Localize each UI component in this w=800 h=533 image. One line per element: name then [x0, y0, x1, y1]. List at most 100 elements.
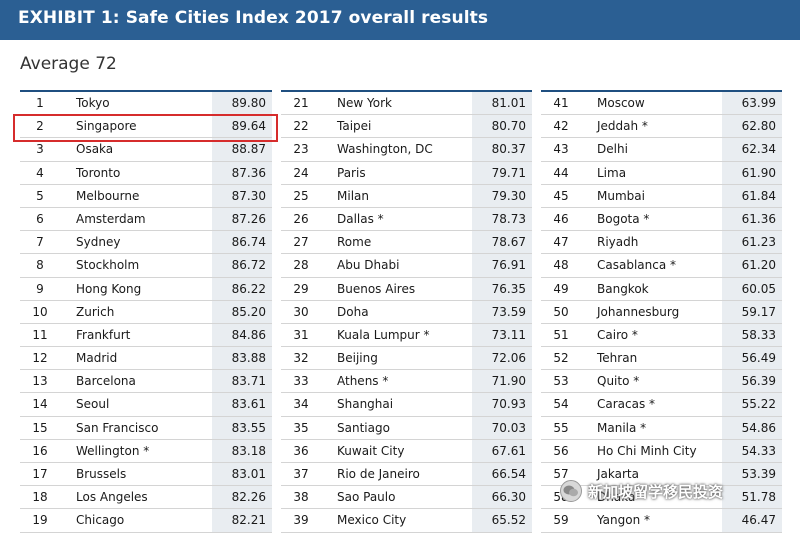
table-row: 53 Quito * 56.39 — [541, 370, 782, 394]
city-cell: Tehran — [597, 351, 638, 366]
table-row: 23 Washington, DC 80.37 — [281, 138, 532, 162]
city-cell: Washington, DC — [337, 142, 433, 157]
table-row: 12 Madrid 83.88 — [20, 347, 272, 371]
table-row: 17 Brussels 83.01 — [20, 463, 272, 487]
table-row: 22 Taipei 80.70 — [281, 115, 532, 139]
score-cell: 83.88 — [212, 347, 272, 370]
score-cell: 46.47 — [722, 509, 782, 532]
rank-cell: 55 — [553, 420, 569, 435]
score-cell: 60.05 — [722, 277, 782, 300]
rank-cell: 45 — [553, 188, 569, 203]
score-cell: 76.35 — [472, 277, 532, 300]
rank-cell: 8 — [36, 258, 44, 273]
score-cell: 70.93 — [472, 393, 532, 416]
score-cell: 76.91 — [472, 254, 532, 277]
score-cell: 83.61 — [212, 393, 272, 416]
rank-cell: 44 — [553, 165, 569, 180]
city-cell: Delhi — [597, 142, 628, 157]
city-cell: Taipei — [337, 119, 372, 134]
table-row: 44 Lima 61.90 — [541, 161, 782, 185]
average-label: Average 72 — [20, 54, 117, 74]
rank-cell: 1 — [36, 96, 44, 110]
score-cell: 61.20 — [722, 254, 782, 277]
city-cell: Kuala Lumpur * — [337, 327, 430, 342]
score-cell: 78.73 — [472, 207, 532, 231]
city-cell: Dhaka — [597, 490, 636, 505]
rank-cell: 53 — [553, 374, 569, 389]
city-cell: Paris — [337, 165, 366, 180]
rank-cell: 11 — [32, 327, 48, 342]
city-cell: Bangkok — [597, 281, 649, 296]
rank-cell: 41 — [553, 96, 569, 110]
rank-cell: 37 — [293, 467, 309, 481]
table-row: 34 Shanghai 70.93 — [281, 393, 532, 417]
city-cell: Riyadh — [597, 235, 639, 250]
city-cell: Wellington * — [76, 443, 150, 458]
table-row: 4 Toronto 87.36 — [20, 161, 272, 185]
table-row: 30 Doha 73.59 — [281, 300, 532, 324]
rank-cell: 2 — [36, 119, 44, 134]
score-cell: 89.80 — [212, 92, 272, 115]
table-row: 47 Riyadh 61.23 — [541, 231, 782, 255]
city-cell: Manila * — [597, 420, 647, 435]
city-cell: Barcelona — [76, 374, 136, 389]
table-row: 13 Barcelona 83.71 — [20, 370, 272, 394]
city-cell: Moscow — [597, 96, 645, 110]
city-cell: Seoul — [76, 397, 110, 412]
score-cell: 66.30 — [472, 486, 532, 509]
table-row: 10 Zurich 85.20 — [20, 300, 272, 324]
rank-cell: 46 — [553, 211, 569, 226]
city-cell: Sydney — [76, 235, 121, 250]
score-cell: 86.22 — [212, 277, 272, 300]
city-cell: Mumbai — [597, 188, 645, 203]
city-cell: Stockholm — [76, 258, 140, 273]
rank-cell: 24 — [293, 165, 309, 180]
score-cell: 72.06 — [472, 347, 532, 370]
table-row: 2 Singapore 89.64 — [20, 115, 272, 139]
rank-cell: 25 — [293, 188, 309, 203]
rank-cell: 22 — [293, 119, 309, 134]
city-cell: Tokyo — [76, 96, 110, 110]
city-cell: Frankfurt — [76, 327, 131, 342]
table-row: 21 New York 81.01 — [281, 92, 532, 116]
score-cell: 83.71 — [212, 370, 272, 393]
rank-cell: 49 — [553, 281, 569, 296]
city-cell: Jeddah * — [597, 119, 648, 134]
city-cell: Melbourne — [76, 188, 140, 203]
table-row: 32 Beijing 72.06 — [281, 347, 532, 371]
table-row: 54 Caracas * 55.22 — [541, 393, 782, 417]
table-row: 49 Bangkok 60.05 — [541, 277, 782, 301]
score-cell: 54.86 — [722, 416, 782, 439]
rank-cell: 21 — [293, 96, 309, 110]
table-row: 16 Wellington * 83.18 — [20, 439, 272, 463]
table-row: 52 Tehran 56.49 — [541, 347, 782, 371]
rank-cell: 5 — [36, 188, 44, 203]
city-cell: Santiago — [337, 420, 390, 435]
score-cell: 73.11 — [472, 323, 532, 347]
city-cell: Singapore — [76, 119, 137, 134]
table-row: 15 San Francisco 83.55 — [20, 416, 272, 440]
rank-cell: 57 — [553, 467, 569, 481]
city-cell: Toronto — [76, 165, 121, 180]
rank-cell: 47 — [553, 235, 569, 250]
city-cell: Quito * — [597, 374, 640, 389]
table-row: 14 Seoul 83.61 — [20, 393, 272, 417]
score-cell: 87.36 — [212, 161, 272, 184]
rank-cell: 9 — [36, 281, 44, 296]
city-cell: Brussels — [76, 467, 127, 481]
rank-cell: 26 — [293, 211, 309, 226]
table-row: 11 Frankfurt 84.86 — [20, 323, 272, 348]
table-row: 29 Buenos Aires 76.35 — [281, 277, 532, 301]
score-cell: 86.74 — [212, 231, 272, 254]
table-row: 58Dhaka51.78 — [541, 486, 782, 510]
city-cell: San Francisco — [76, 420, 159, 435]
table-row: 43 Delhi 62.34 — [541, 138, 782, 162]
score-cell: 78.67 — [472, 231, 532, 254]
score-cell: 85.20 — [212, 300, 272, 323]
score-cell: 61.36 — [722, 207, 782, 231]
rank-cell: 31 — [293, 327, 309, 342]
rank-cell: 17 — [32, 467, 48, 481]
rank-cell: 32 — [293, 351, 309, 366]
table-row: 41 Moscow 63.99 — [541, 92, 782, 116]
score-cell: 87.26 — [212, 207, 272, 231]
